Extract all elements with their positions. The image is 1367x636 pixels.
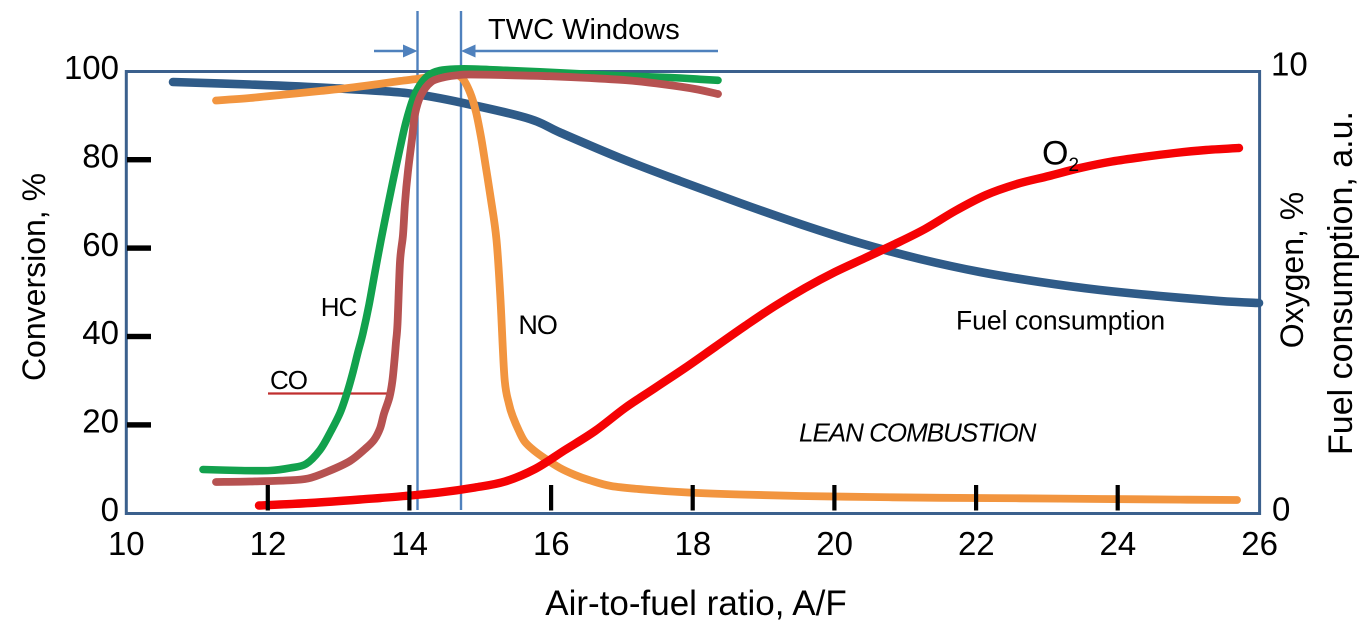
svg-text:Fuel consumption: Fuel consumption [956, 306, 1165, 336]
svg-text:40: 40 [82, 314, 119, 351]
svg-text:0: 0 [101, 491, 119, 528]
svg-text:24: 24 [1100, 525, 1137, 562]
svg-text:12: 12 [250, 525, 287, 562]
svg-text:100: 100 [64, 49, 119, 86]
svg-text:Fuel consumption, a.u.: Fuel consumption, a.u. [1322, 111, 1360, 455]
svg-text:22: 22 [958, 525, 995, 562]
svg-text:80: 80 [82, 137, 119, 174]
svg-text:HC: HC [321, 292, 357, 322]
svg-text:18: 18 [675, 525, 712, 562]
svg-text:20: 20 [816, 525, 853, 562]
svg-text:10: 10 [1271, 46, 1308, 83]
svg-text:60: 60 [82, 226, 119, 263]
svg-text:16: 16 [533, 525, 570, 562]
svg-text:14: 14 [391, 525, 428, 562]
svg-text:Air-to-fuel ratio, A/F: Air-to-fuel ratio, A/F [545, 584, 846, 623]
svg-text:26: 26 [1241, 525, 1278, 562]
svg-text:NO: NO [518, 310, 557, 340]
svg-text:CO: CO [270, 365, 307, 395]
svg-text:0: 0 [1272, 491, 1290, 528]
svg-text:Oxygen, %: Oxygen, % [1274, 192, 1310, 349]
svg-text:Conversion, %: Conversion, % [16, 173, 52, 381]
svg-text:TWC Windows: TWC Windows [488, 14, 680, 46]
svg-text:10: 10 [108, 525, 145, 562]
svg-text:20: 20 [82, 403, 119, 440]
svg-text:LEAN COMBUSTION: LEAN COMBUSTION [799, 418, 1037, 448]
